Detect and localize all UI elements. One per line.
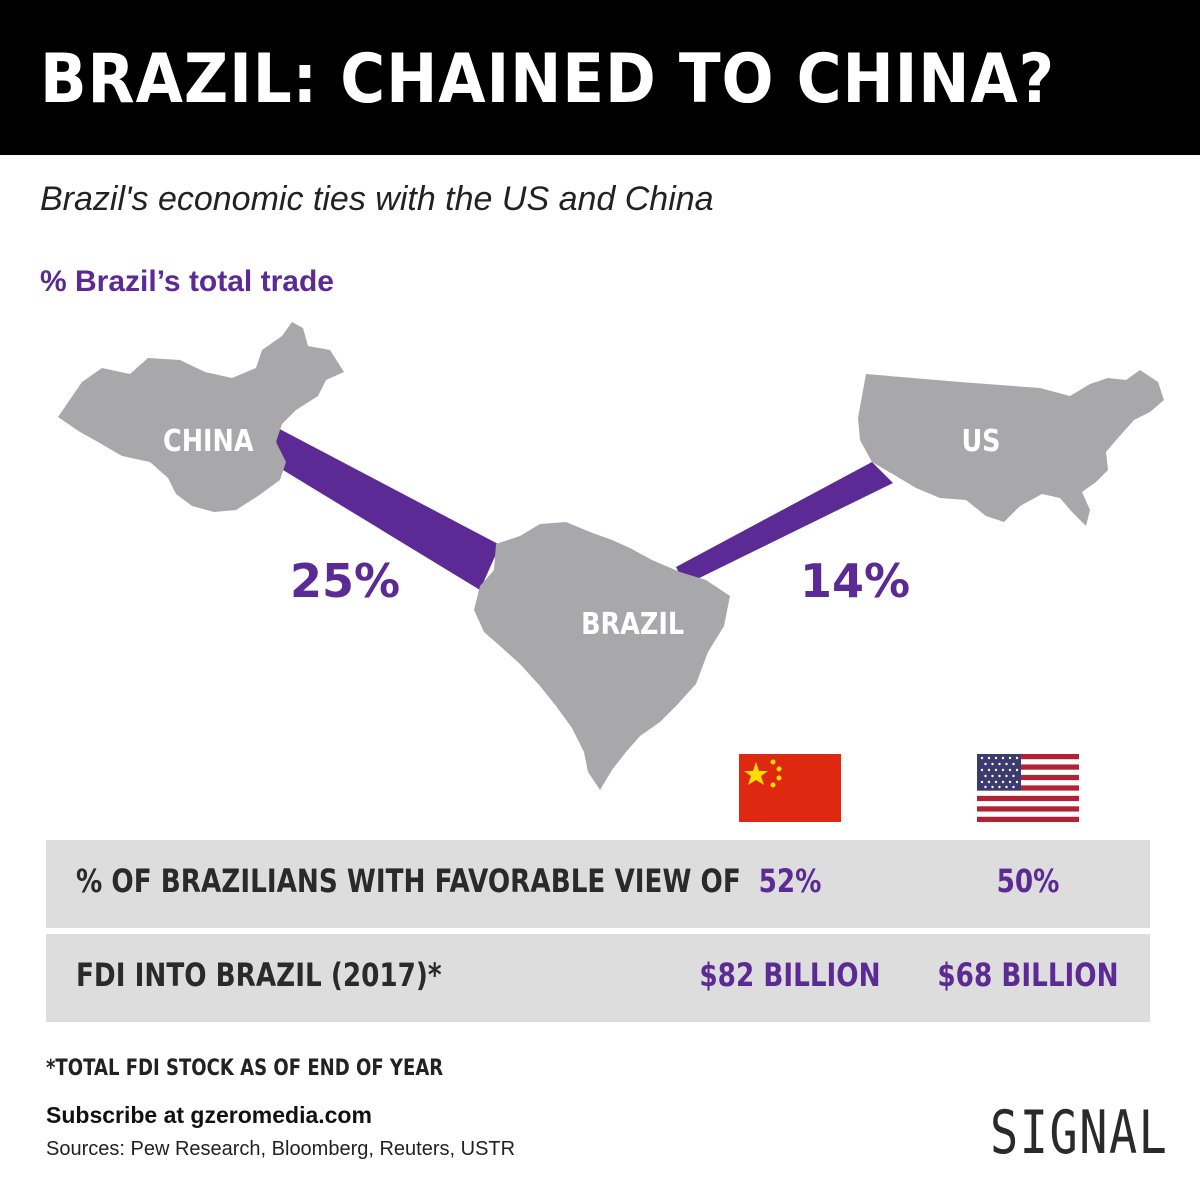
china-trade-percent: 25%: [290, 554, 401, 608]
signal-logo: SIGNAL: [990, 1090, 1167, 1170]
us-flag-icon: [977, 754, 1079, 822]
logo-text: SIGNAL: [990, 1098, 1169, 1168]
us-label: US: [961, 424, 1001, 459]
us-value: 50%: [996, 862, 1060, 900]
sources: Sources: Pew Research, Bloomberg, Reuter…: [46, 1138, 516, 1160]
china-value: $82 BILLION: [699, 956, 881, 994]
page-title: BRAZIL: CHAINED TO CHINA?: [40, 40, 1056, 119]
china-label: CHINA: [162, 424, 254, 459]
brazil-shape: [474, 522, 730, 790]
row-label: % OF BRAZILIANS WITH FAVORABLE VIEW OF: [76, 862, 741, 900]
row-label: FDI INTO BRAZIL (2017)*: [76, 956, 442, 994]
subtitle: Brazil's economic ties with the US and C…: [40, 180, 714, 218]
subscribe-link[interactable]: Subscribe at gzeromedia.com: [46, 1102, 372, 1128]
china-brazil-link: [272, 425, 500, 590]
trade-map: [58, 322, 1164, 790]
us-trade-percent: 14%: [800, 554, 911, 608]
section-title: % Brazil’s total trade: [40, 265, 334, 298]
header-bar: BRAZIL: CHAINED TO CHINA?: [0, 0, 1200, 155]
brazil-label: BRAZIL: [581, 607, 685, 642]
china-flag-icon: [739, 754, 841, 822]
table-row: FDI INTO BRAZIL (2017)* $82 BILLION $68 …: [46, 934, 1150, 1022]
us-value: $68 BILLION: [937, 956, 1119, 994]
us-shape: [858, 370, 1164, 526]
china-shape: [58, 322, 344, 512]
table-row: % OF BRAZILIANS WITH FAVORABLE VIEW OF 5…: [46, 840, 1150, 928]
us-brazil-link: [676, 462, 893, 585]
footnote: *TOTAL FDI STOCK AS OF END OF YEAR: [46, 1056, 444, 1081]
china-value: 52%: [758, 862, 822, 900]
